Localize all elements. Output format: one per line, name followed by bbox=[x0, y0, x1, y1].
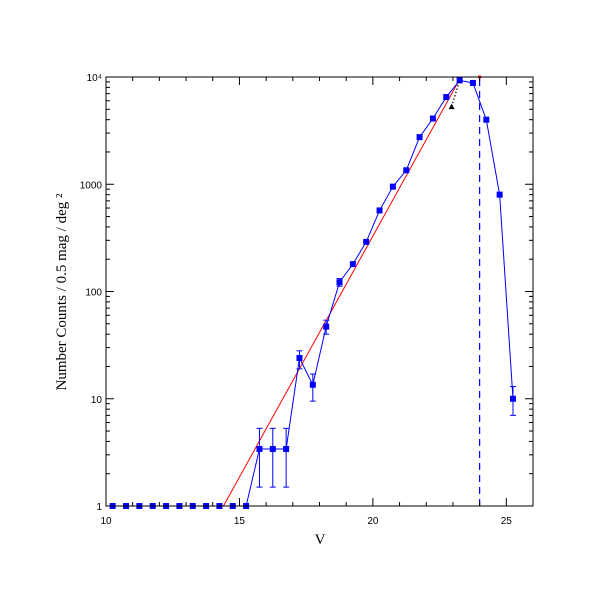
data-point bbox=[416, 134, 423, 141]
data-point bbox=[256, 445, 263, 452]
data-point bbox=[376, 207, 383, 214]
y-tick-label: 1 bbox=[96, 502, 102, 513]
x-tick-labels: 10 15 20 25 bbox=[100, 516, 512, 527]
data-point bbox=[483, 116, 490, 123]
data-point bbox=[403, 167, 410, 174]
data-point bbox=[323, 323, 330, 330]
data-point bbox=[349, 261, 356, 268]
x-tick-label: 10 bbox=[100, 516, 112, 527]
data-point bbox=[336, 279, 343, 286]
x-axis-title: V bbox=[315, 532, 326, 548]
y-tick-labels: 1 10 100 1000 10⁴ bbox=[80, 73, 103, 513]
plot-area bbox=[109, 75, 516, 509]
data-point bbox=[363, 238, 370, 245]
plot-frame bbox=[105, 76, 534, 507]
data-point bbox=[309, 381, 316, 388]
fit-line bbox=[222, 76, 480, 507]
data-point bbox=[456, 77, 463, 84]
axis-ticks bbox=[105, 77, 534, 507]
x-tick-label: 15 bbox=[234, 516, 246, 527]
data-point bbox=[429, 115, 436, 122]
y-tick-label: 100 bbox=[85, 288, 102, 299]
data-point bbox=[443, 94, 450, 101]
y-tick-label: 10 bbox=[91, 395, 103, 406]
data-point bbox=[469, 79, 476, 86]
counts-line bbox=[112, 79, 514, 507]
data-point bbox=[496, 191, 503, 198]
data-point bbox=[296, 354, 303, 361]
y-tick-label: 1000 bbox=[80, 180, 103, 191]
data-point bbox=[283, 445, 290, 452]
y-tick-label: 10⁴ bbox=[87, 73, 102, 84]
x-tick-label: 20 bbox=[367, 516, 379, 527]
data-point bbox=[389, 183, 396, 190]
data-point bbox=[509, 395, 516, 402]
x-tick-label: 25 bbox=[501, 516, 513, 527]
data-point bbox=[269, 445, 276, 452]
y-axis-title: Number Counts / 0.5 mag / deg ² bbox=[54, 193, 70, 390]
annotation-dotted-line bbox=[451, 80, 461, 107]
